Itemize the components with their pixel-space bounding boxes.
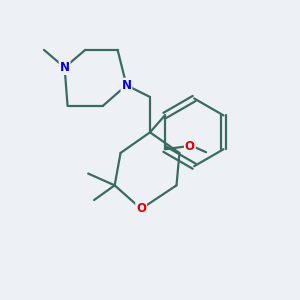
Text: O: O (136, 202, 146, 215)
Text: N: N (122, 79, 131, 92)
Text: N: N (60, 61, 70, 74)
Text: O: O (185, 140, 195, 153)
